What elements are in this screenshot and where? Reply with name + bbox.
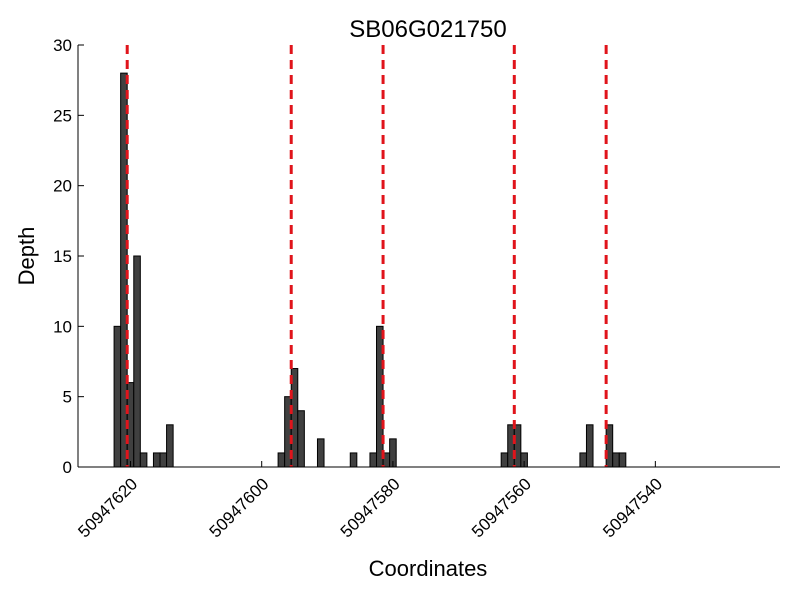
depth-bar [297,410,305,468]
y-axis-label: Depth [14,227,39,286]
y-tick-label: 10 [53,317,72,336]
axes [77,45,780,468]
y-tick-label: 30 [53,36,72,55]
depth-bar [277,452,286,468]
bars-layer [113,72,627,468]
depth-bar [133,255,141,468]
y-ticks: 0 5 10 15 20 25 30 [53,36,84,477]
depth-bar [349,452,358,468]
depth-bar [585,424,594,468]
y-tick-label: 0 [63,458,72,477]
y-tick-label: 15 [53,247,72,266]
x-axis-label: Coordinates [369,556,488,581]
depth-bar [113,325,122,468]
depth-bar [159,452,168,468]
depth-bar [612,452,620,468]
x-ticks: 50947620 50947600 50947580 50947560 50947540 [74,461,666,541]
depth-bar [369,452,378,468]
depth-bar [500,452,509,468]
chart-title: SB06G021750 [349,16,506,43]
y-tick-label: 20 [53,177,72,196]
depth-bar [618,452,627,468]
depth-bar [605,424,614,468]
x-tick-label: 50947600 [206,474,273,541]
depth-bar [139,452,148,468]
depth-bar [316,438,325,468]
y-tick-label: 25 [53,106,72,125]
x-tick-label: 50947560 [468,474,535,541]
x-tick-label: 50947540 [599,474,666,541]
exon-boundary-lines [125,45,608,467]
depth-bar [513,424,522,468]
depth-bar [579,452,587,468]
depth-bar [152,452,161,468]
x-tick-label: 50947620 [74,474,141,541]
y-tick-label: 5 [63,388,72,407]
depth-bar [166,424,174,468]
depth-bar [507,424,515,468]
x-tick-label: 50947580 [337,474,404,541]
